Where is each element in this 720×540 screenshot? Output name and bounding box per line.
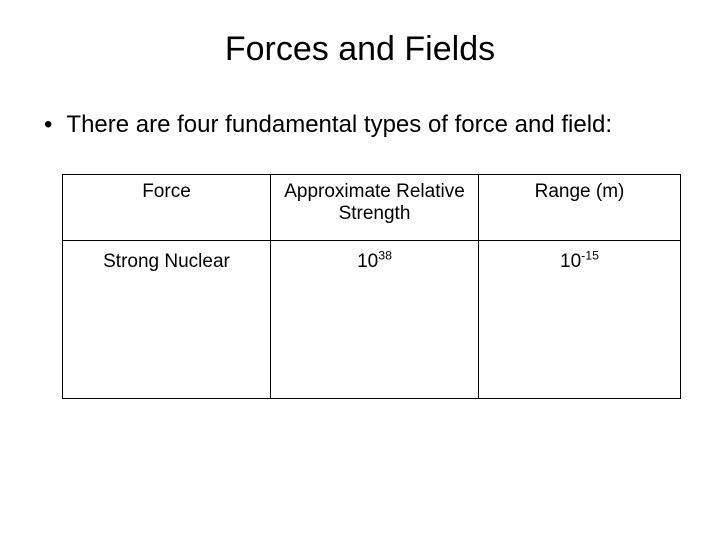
table-row: Strong Nuclear 1038 10-15 (63, 241, 681, 399)
strength-exp: 38 (378, 249, 392, 263)
cell-strength: 1038 (271, 241, 479, 399)
bullet-item: • There are four fundamental types of fo… (40, 109, 680, 140)
cell-range: 10-15 (479, 241, 681, 399)
cell-force: Strong Nuclear (63, 241, 271, 399)
bullet-marker: • (44, 109, 52, 140)
strength-base: 10 (357, 251, 378, 272)
table-header-row: Force Approximate Relative Strength Rang… (63, 175, 681, 241)
table-header-force: Force (63, 175, 271, 241)
bullet-text: There are four fundamental types of forc… (66, 109, 612, 140)
forces-table: Force Approximate Relative Strength Rang… (62, 174, 681, 399)
range-exp: -15 (581, 249, 599, 263)
range-base: 10 (560, 251, 581, 272)
table-header-strength: Approximate Relative Strength (271, 175, 479, 241)
table-header-range: Range (m) (479, 175, 681, 241)
page-title: Forces and Fields (40, 30, 680, 69)
